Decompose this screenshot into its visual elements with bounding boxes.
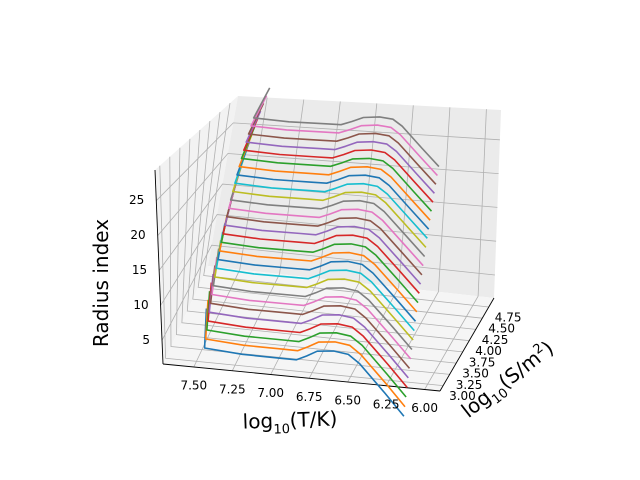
x-tick-label: 6.75 — [296, 390, 323, 404]
x-tick-label: 7.25 — [219, 382, 246, 396]
series-line — [212, 248, 413, 351]
x-axis-title-sub: 10 — [273, 422, 290, 438]
grid-line-z — [157, 153, 499, 236]
grid-line-y — [197, 112, 483, 319]
series-line — [224, 190, 422, 285]
z-tick-label: 20 — [130, 228, 145, 242]
z-tick-label: 15 — [132, 263, 147, 277]
y-tick-label: 4.00 — [475, 344, 502, 358]
series-line — [220, 206, 419, 304]
series-line — [215, 231, 415, 332]
series-line — [206, 291, 407, 398]
series-line — [204, 299, 406, 408]
grid-line-z — [156, 122, 500, 201]
series-line — [236, 142, 430, 230]
series-line — [209, 265, 411, 369]
x-axis-title: log10(T/K) — [242, 406, 338, 438]
series-line — [240, 126, 433, 212]
x-axis-title-base: log — [242, 409, 273, 434]
series-line — [232, 158, 427, 248]
x-tick-label: 7.50 — [180, 379, 207, 393]
grid-line-y — [169, 156, 450, 375]
series-line — [243, 118, 434, 203]
series-line — [214, 240, 414, 341]
series-line — [207, 282, 408, 389]
x-axis-title-rest: (T/K) — [289, 406, 337, 432]
grid-line-y — [159, 165, 444, 386]
z-tick-label: 25 — [129, 193, 144, 207]
grid-line-x — [270, 101, 341, 375]
grid-line-y — [192, 120, 476, 330]
grid-line-y — [186, 129, 470, 342]
grid-line-x — [385, 107, 451, 386]
series-line — [247, 102, 437, 185]
y-tick-label: 3.25 — [456, 378, 483, 392]
series-line — [226, 182, 423, 276]
x-tick-label: 6.25 — [373, 397, 400, 411]
series-line — [252, 87, 440, 168]
x-axis-line — [162, 363, 441, 392]
tick-labels: 7.50 7.25 7.00 6.75 6.50 6.25 6.00 3.003.253.50… — [129, 193, 522, 415]
series-line — [217, 223, 417, 322]
series-line — [208, 273, 409, 379]
z-axis-line — [154, 169, 164, 365]
y-tick-label: 3.50 — [462, 367, 489, 381]
series-line — [203, 308, 405, 417]
y-tick-label: 4.75 — [495, 311, 522, 325]
y-tick-label: 4.25 — [482, 333, 509, 347]
grid-line-x — [231, 99, 305, 371]
z-axis-title: Radius index — [89, 219, 113, 347]
series-line — [250, 95, 438, 177]
data-series — [203, 87, 440, 417]
series-line — [245, 110, 435, 194]
grid-line-x — [424, 109, 487, 390]
z-tick-label: 10 — [133, 298, 148, 312]
series-line — [229, 166, 426, 258]
axis-lines — [154, 169, 495, 392]
series-line — [218, 215, 418, 313]
series-line — [211, 256, 412, 360]
series-line — [234, 150, 428, 239]
series-line — [228, 174, 424, 267]
grid-line-x — [347, 105, 414, 383]
z-tick-label: 5 — [142, 333, 150, 347]
x-tick-label: 7.00 — [257, 386, 284, 400]
series-line — [222, 198, 420, 294]
series-line — [238, 134, 431, 221]
grid-line-y — [176, 147, 457, 364]
pane-floor — [163, 266, 494, 391]
x-tick-label: 6.50 — [334, 394, 361, 408]
grid-line-z — [158, 183, 498, 271]
y-tick-label: 3.75 — [469, 355, 496, 369]
pane-left — [155, 96, 238, 364]
x-tick-label: 6.00 — [411, 401, 438, 415]
grid-line-x — [193, 97, 268, 368]
grid-line-z — [161, 244, 495, 341]
y-tick-label: 3.00 — [449, 389, 476, 403]
y-tick-label: 4.50 — [488, 322, 515, 336]
y-axis-line — [439, 297, 495, 392]
grid-lines — [156, 97, 500, 390]
